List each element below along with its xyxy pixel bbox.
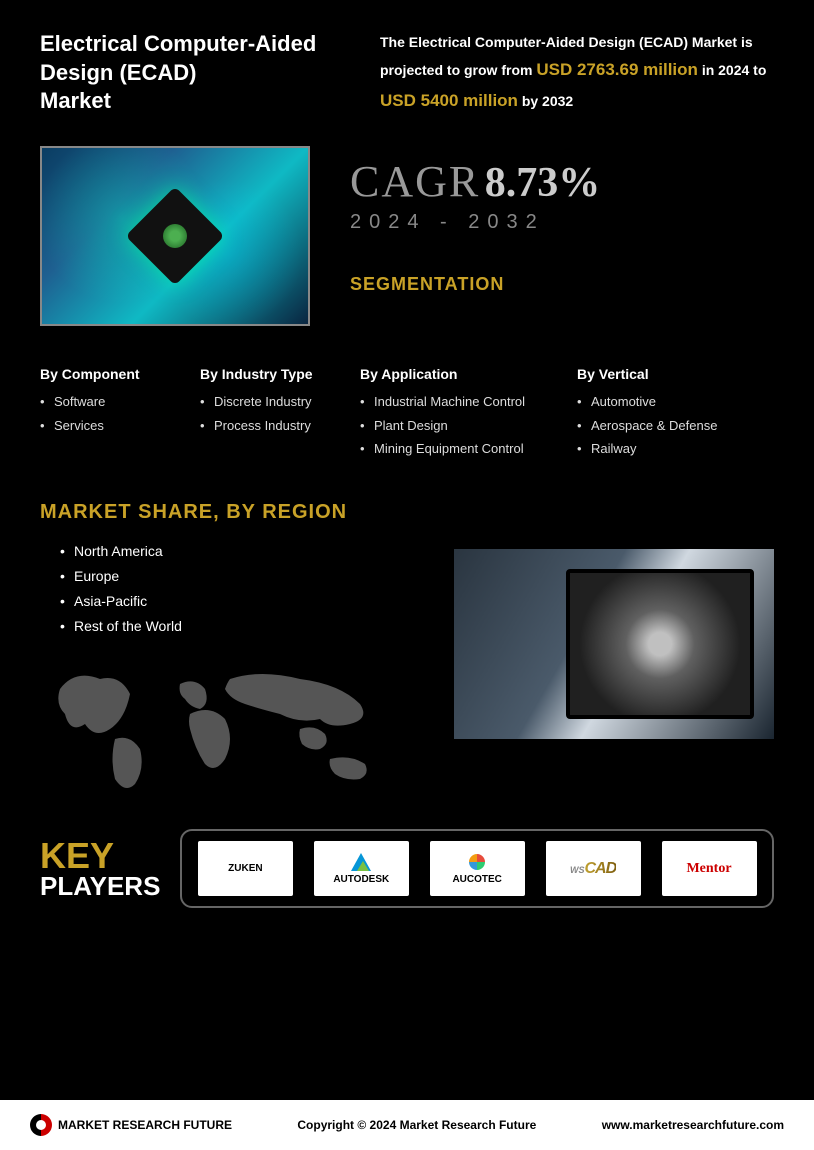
list-item: Aerospace & Defense — [577, 414, 774, 437]
cagr-block: CAGR 8.73% 2024 - 2032 SEGMENTATION — [350, 146, 774, 295]
footer-url: www.marketresearchfuture.com — [602, 1118, 784, 1132]
list-item: Automotive — [577, 390, 774, 413]
footer-brand: MARKET RESEARCH FUTURE — [30, 1114, 232, 1136]
market-share-heading: MARKET SHARE, BY REGION — [40, 501, 774, 524]
list-item: Plant Design — [360, 414, 557, 437]
aucotec-icon — [469, 854, 485, 870]
title-line1: Electrical Computer-Aided Design (ECAD) — [40, 31, 316, 85]
mrfr-logo-icon — [30, 1114, 52, 1136]
market-summary: The Electrical Computer-Aided Design (EC… — [380, 30, 774, 116]
list-item: Railway — [577, 437, 774, 460]
list-item: Discrete Industry — [200, 390, 340, 413]
key-players-logos: ZUKEN AUTODESK AUCOTEC WSCAD Mentor — [180, 829, 774, 908]
autodesk-icon — [351, 853, 371, 871]
list-item: Europe — [60, 564, 414, 589]
cagr-label: CAGR — [350, 157, 480, 206]
logo-autodesk: AUTODESK — [314, 841, 409, 896]
key-players-heading: KEY PLAYERS — [40, 839, 160, 898]
cagr-value: 8.73% — [485, 160, 601, 206]
logo-aucotec: AUCOTEC — [430, 841, 525, 896]
segment-application: By Application Industrial Machine Contro… — [360, 366, 557, 460]
list-item: North America — [60, 539, 414, 564]
value-2024: USD 2763.69 million — [536, 60, 698, 79]
list-item: Mining Equipment Control — [360, 437, 557, 460]
footer: MARKET RESEARCH FUTURE Copyright © 2024 … — [0, 1100, 814, 1150]
cagr-years: 2024 - 2032 — [350, 211, 774, 234]
footer-copyright: Copyright © 2024 Market Research Future — [297, 1118, 536, 1132]
list-item: Rest of the World — [60, 614, 414, 639]
segmentation-heading: SEGMENTATION — [350, 274, 774, 295]
page-title: Electrical Computer-Aided Design (ECAD) M… — [40, 30, 340, 116]
title-line2: Market — [40, 88, 111, 113]
list-item: Services — [40, 414, 180, 437]
segment-component: By Component Software Services — [40, 366, 180, 460]
segmentation-columns: By Component Software Services By Indust… — [40, 366, 774, 460]
world-map-icon — [40, 649, 400, 809]
cad-monitor-image — [454, 549, 774, 739]
list-item: Asia-Pacific — [60, 589, 414, 614]
list-item: Process Industry — [200, 414, 340, 437]
list-item: Industrial Machine Control — [360, 390, 557, 413]
logo-mentor: Mentor — [662, 841, 757, 896]
lock-icon — [163, 224, 187, 248]
segment-vertical: By Vertical Automotive Aerospace & Defen… — [577, 366, 774, 460]
logo-zuken: ZUKEN — [198, 841, 293, 896]
logo-wscad: WSCAD — [546, 841, 641, 896]
regions-list: North America Europe Asia-Pacific Rest o… — [40, 539, 414, 640]
value-2032: USD 5400 million — [380, 91, 518, 110]
hero-image-chip — [40, 146, 310, 326]
segment-industry: By Industry Type Discrete Industry Proce… — [200, 366, 340, 460]
list-item: Software — [40, 390, 180, 413]
